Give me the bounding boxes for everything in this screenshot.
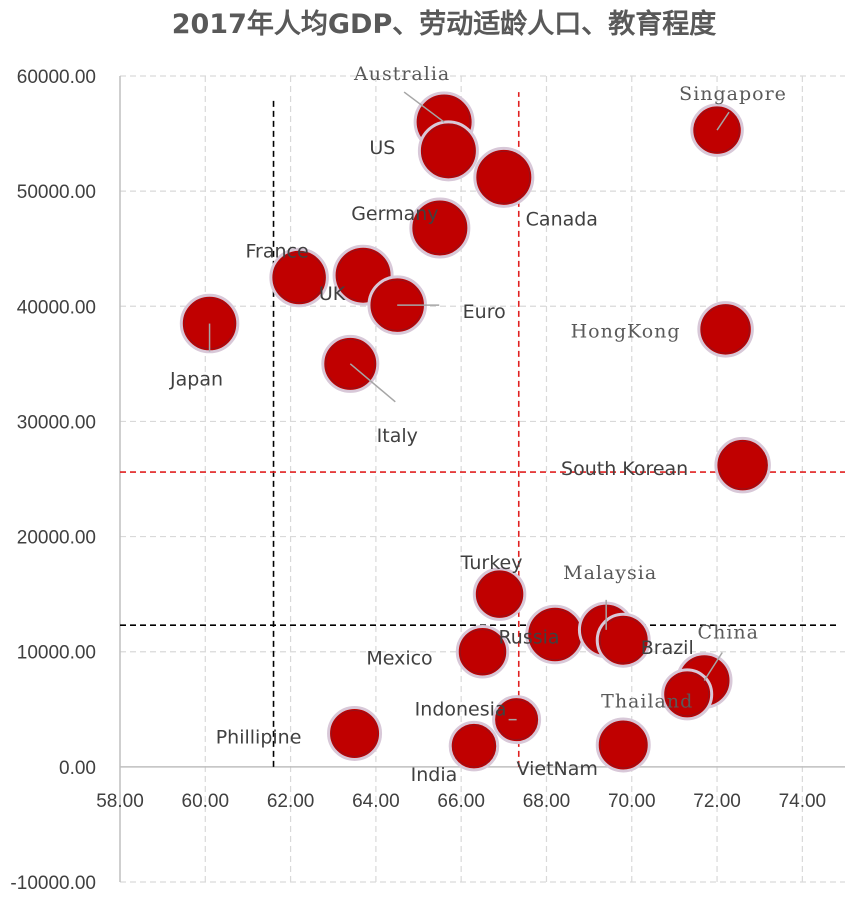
- y-tick-label: 60000.00: [17, 67, 96, 88]
- bubble-label: Germany: [351, 203, 438, 225]
- leader-line: [349, 363, 396, 403]
- y-tick-label: 50000.00: [17, 182, 96, 203]
- bubble: [409, 197, 471, 259]
- y-tick-label: 40000.00: [17, 297, 96, 318]
- x-tick-label: 64.00: [352, 791, 400, 812]
- bubble-mark: [473, 146, 535, 208]
- bubble-label: Russia: [498, 626, 559, 648]
- y-axis-ticks: -10000.00 0.00 10000.00 20000.00 30000.00 400…: [10, 67, 96, 894]
- bubble-labels: Australia US Canada Singapore Germany France U…: [169, 63, 787, 786]
- bubble-label: Canada: [526, 208, 598, 230]
- bubble-mark: [269, 247, 329, 308]
- bubble-mark: [417, 120, 479, 182]
- bubble-label: South Korean: [561, 458, 688, 480]
- bubble-mark: [448, 720, 500, 772]
- bubble: [473, 146, 535, 208]
- x-tick-label: 68.00: [523, 791, 571, 812]
- bubble-label: VietNam: [517, 758, 598, 780]
- bubble-label: India: [411, 764, 458, 786]
- bubble: [595, 612, 651, 668]
- bubble-label: China: [698, 622, 759, 644]
- chart-title: 2017年人均GDP、劳动适龄人口、教育程度: [172, 8, 717, 40]
- bubble: [714, 436, 771, 494]
- bubble: [661, 668, 714, 721]
- y-tick-label: 20000.00: [17, 528, 96, 549]
- bubble: [327, 705, 383, 761]
- bubble-mark: [595, 612, 651, 668]
- bubble-mark: [697, 301, 754, 358]
- bubble: [455, 624, 510, 679]
- bubble-mark: [455, 624, 510, 679]
- bubble: [417, 120, 479, 182]
- y-tick-label: -10000.00: [10, 873, 96, 894]
- x-axis-ticks: 58.00 60.00 62.00 64.00 66.00 68.00 70.00 72.00…: [96, 791, 826, 812]
- bubble-label: Euro: [463, 301, 506, 323]
- leader-lines: [208, 91, 730, 721]
- bubbles: [179, 91, 771, 773]
- leader-line: [703, 652, 723, 681]
- leader-line: [716, 111, 730, 131]
- bubble-label: Australia: [353, 63, 450, 85]
- bubble: [269, 247, 329, 308]
- bubble-label: Mexico: [366, 648, 432, 670]
- x-tick-label: 60.00: [182, 791, 230, 812]
- bubble-mark: [661, 668, 714, 721]
- bubble-label: Japan: [169, 369, 223, 391]
- x-tick-label: 74.00: [779, 791, 827, 812]
- x-tick-label: 70.00: [608, 791, 656, 812]
- bubble-label: US: [369, 137, 395, 159]
- bubble-label: Brazil: [641, 637, 694, 659]
- x-tick-label: 62.00: [267, 791, 315, 812]
- bubble-label: UK: [319, 283, 346, 305]
- x-tick-label: 66.00: [437, 791, 485, 812]
- bubble-label: Malaysia: [563, 562, 657, 584]
- x-tick-label: 72.00: [693, 791, 741, 812]
- bubble-mark: [595, 717, 651, 773]
- bubble: [448, 720, 500, 772]
- bubble-label: Indonesia: [415, 699, 507, 721]
- y-tick-label: 10000.00: [17, 643, 96, 664]
- leader-line: [403, 91, 445, 123]
- bubble: [472, 567, 527, 621]
- bubble-label: HongKong: [571, 320, 681, 342]
- bubble-label: Phillipine: [216, 726, 302, 748]
- bubble-mark: [327, 705, 383, 761]
- bubble-mark: [409, 197, 471, 259]
- bubble-label: Italy: [377, 425, 418, 447]
- bubble: [595, 717, 651, 773]
- y-tick-label: 0.00: [59, 758, 96, 779]
- bubble-label: Turkey: [460, 552, 523, 574]
- x-tick-label: 58.00: [96, 791, 144, 812]
- bubble-mark: [714, 436, 771, 494]
- bubble: [697, 301, 754, 358]
- bubble-label: France: [246, 241, 309, 263]
- bubble-label: Thailand: [601, 690, 693, 712]
- bubble: [525, 604, 585, 665]
- y-tick-label: 30000.00: [17, 412, 96, 433]
- bubble-label: Singapore: [679, 83, 787, 105]
- bubble-mark: [472, 567, 527, 621]
